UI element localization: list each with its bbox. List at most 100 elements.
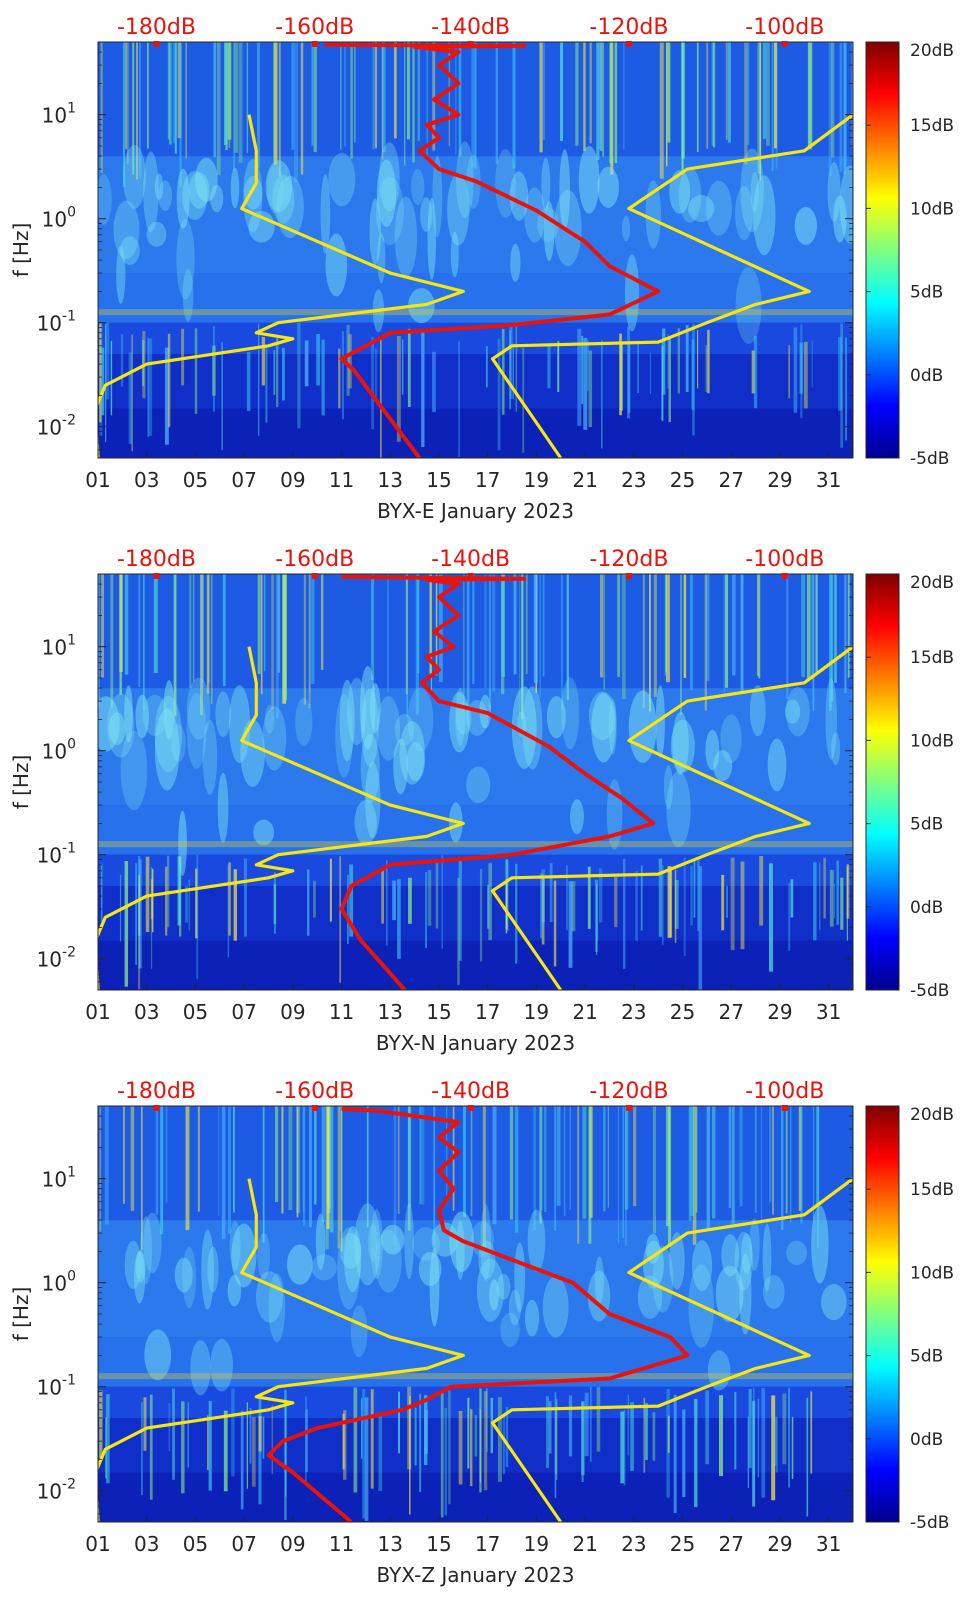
series-line-station-median-PSD [339, 574, 656, 990]
top-axis-label: -140dB [431, 547, 510, 572]
x-tick-label: 31 [816, 1000, 841, 1024]
x-tick-label: 17 [475, 1532, 500, 1556]
x-tick-label: 25 [670, 1532, 695, 1556]
panel-byx-z: 01 03 05 07 09 11 13 15 17 19 21 23 25 27 29 31 BYX-Z Ja… [9, 1079, 954, 1587]
top-axis-tick [467, 41, 474, 47]
x-tick-label: 29 [767, 1000, 792, 1024]
x-tick-label: 23 [621, 1532, 646, 1556]
x-tick-label: 15 [426, 1000, 451, 1024]
x-tick-label: 25 [670, 468, 695, 492]
series-line-noise-model-high [490, 645, 853, 990]
y-tick-label: 10-1 [37, 841, 76, 868]
y-tick-label: 101 [42, 101, 76, 128]
top-axis-label: -140dB [431, 1079, 510, 1104]
x-axis-title: BYX-N January 2023 [376, 1031, 575, 1055]
x-axis-title: BYX-Z January 2023 [377, 1563, 575, 1587]
x-tick-label: 27 [718, 1000, 743, 1024]
series-line-noise-model-high [490, 1177, 853, 1522]
x-tick-label: 01 [85, 1000, 110, 1024]
y-tick-label: 10-2 [37, 413, 76, 440]
x-tick-label: 21 [572, 468, 597, 492]
colorbar-label: 10dB [910, 199, 954, 219]
x-tick-label: 19 [524, 1000, 549, 1024]
y-tick-label: 100 [42, 737, 76, 764]
top-axis-label: -140dB [431, 15, 510, 40]
x-tick-label: 27 [718, 1532, 743, 1556]
series-line-noise-model-low [98, 1178, 465, 1522]
x-tick-label: 13 [378, 1532, 403, 1556]
colorbar-label: 0dB [910, 1430, 943, 1450]
x-tick-label: 09 [280, 1000, 305, 1024]
top-axis-tick [153, 41, 160, 47]
y-tick-label: 10-1 [37, 309, 76, 336]
top-axis-tick [467, 573, 474, 579]
top-axis-label: -120dB [589, 547, 668, 572]
x-tick-label: 17 [475, 468, 500, 492]
top-axis-tick [625, 41, 632, 47]
top-axis-label: -100dB [745, 1079, 824, 1104]
spectrogram-image [98, 574, 853, 990]
x-tick-label: 11 [329, 1532, 354, 1556]
top-axis-label: -180dB [117, 1079, 196, 1104]
x-tick-label: 01 [85, 1532, 110, 1556]
colorbar-label: 10dB [910, 731, 954, 751]
panel-byx-e: 01 03 05 07 09 11 13 15 17 19 21 23 25 27 29 31 BYX-E Ja… [9, 15, 954, 523]
top-axis-tick [467, 1105, 474, 1111]
x-tick-label: 21 [572, 1532, 597, 1556]
colorbar [865, 41, 900, 459]
x-tick-label: 19 [524, 468, 549, 492]
x-tick-label: 03 [134, 468, 159, 492]
y-tick-label: 10-2 [37, 945, 76, 972]
x-tick-label: 17 [475, 1000, 500, 1024]
colorbar-label: 0dB [910, 366, 943, 386]
colorbar-label: 15dB [910, 116, 954, 136]
x-tick-label: 15 [426, 1532, 451, 1556]
y-axis-title: f [Hz] [9, 1287, 33, 1342]
colorbar-label: 0dB [910, 898, 943, 918]
y-tick-label: 100 [42, 205, 76, 232]
series-line-noise-model-low [98, 646, 465, 990]
top-axis-label: -120dB [589, 15, 668, 40]
series-line-station-median-PSD [324, 42, 661, 458]
colorbar-label: 5dB [910, 1347, 943, 1367]
colorbar-label: 20dB [910, 41, 954, 61]
x-tick-label: 05 [183, 1532, 208, 1556]
x-tick-label: 07 [231, 1532, 256, 1556]
series-line-noise-model-low [98, 114, 465, 458]
x-tick-label: 23 [621, 468, 646, 492]
spectrogram-image [98, 42, 853, 458]
y-tick-label: 10-2 [37, 1477, 76, 1504]
top-axis-label: -160dB [275, 15, 354, 40]
spectrogram-image [98, 1106, 853, 1522]
x-axis-title: BYX-E January 2023 [377, 499, 574, 523]
top-axis-label: -100dB [745, 547, 824, 572]
colorbar-label: -5dB [910, 1513, 949, 1533]
colorbar-label: -5dB [910, 981, 949, 1001]
x-tick-label: 11 [329, 468, 354, 492]
series-line-noise-model-high [490, 113, 853, 458]
x-tick-label: 29 [767, 1532, 792, 1556]
colorbar-label: 10dB [910, 1263, 954, 1283]
x-tick-label: 15 [426, 468, 451, 492]
colorbar [865, 1105, 900, 1523]
top-axis-label: -180dB [117, 547, 196, 572]
x-tick-label: 31 [816, 468, 841, 492]
top-axis-tick [311, 573, 318, 579]
top-axis-tick [781, 573, 788, 579]
x-tick-label: 13 [378, 1000, 403, 1024]
x-tick-label: 09 [280, 468, 305, 492]
y-tick-label: 101 [42, 633, 76, 660]
top-axis-tick [625, 1105, 632, 1111]
top-axis-tick [625, 573, 632, 579]
colorbar-label: 5dB [910, 815, 943, 835]
top-axis-tick [781, 1105, 788, 1111]
x-tick-label: 03 [134, 1532, 159, 1556]
panel-byx-n: 01 03 05 07 09 11 13 15 17 19 21 23 25 27 29 31 BYX-N Ja… [9, 547, 954, 1055]
y-axis-title: f [Hz] [9, 755, 33, 810]
x-tick-label: 05 [183, 1000, 208, 1024]
colorbar-label: -5dB [910, 449, 949, 469]
y-tick-label: 100 [42, 1269, 76, 1296]
x-tick-label: 07 [231, 1000, 256, 1024]
x-tick-label: 07 [231, 468, 256, 492]
